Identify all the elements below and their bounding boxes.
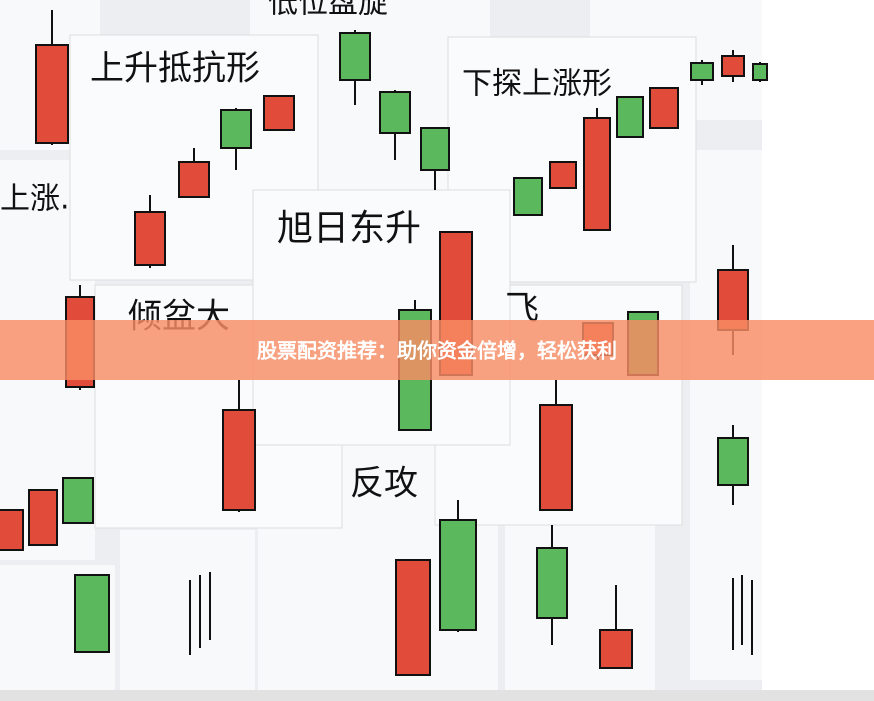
candle-body xyxy=(616,96,644,138)
card-title: 反攻 xyxy=(350,464,418,504)
candle-body xyxy=(549,161,577,189)
candle-body xyxy=(62,477,94,524)
candle-body xyxy=(721,55,745,77)
banner xyxy=(0,320,874,380)
candle-body xyxy=(599,629,633,669)
card-title: 上涨. xyxy=(0,182,70,217)
candle-body xyxy=(178,161,210,198)
candle-body xyxy=(339,32,371,81)
candle-body xyxy=(35,44,69,144)
candle-body xyxy=(539,404,573,511)
candle-body xyxy=(752,63,768,81)
banner-text: 股票配资推荐：助你资金倍增，轻松获利 xyxy=(257,339,617,363)
candle-body xyxy=(222,409,256,511)
candle-body xyxy=(220,109,252,149)
candle-body xyxy=(649,87,679,129)
card-title: 上升抵抗形 xyxy=(90,49,260,89)
candle-body xyxy=(134,211,166,266)
candle-body xyxy=(717,437,749,486)
candle-body xyxy=(513,177,543,216)
card xyxy=(447,36,697,283)
candle-body xyxy=(690,62,714,81)
card-title: 低位盘旋 xyxy=(268,0,388,21)
candle-body xyxy=(263,95,295,131)
candle-body xyxy=(439,519,477,631)
card-title: 旭日东升 xyxy=(277,208,421,249)
card xyxy=(120,530,255,690)
candle-body xyxy=(28,489,58,546)
candle-body xyxy=(0,509,24,551)
bottom-strip xyxy=(0,690,874,701)
candle-body xyxy=(395,559,431,676)
candle-body xyxy=(379,91,411,134)
candle-body xyxy=(420,127,450,171)
candle-body xyxy=(74,574,110,653)
card xyxy=(690,150,762,680)
candle-body xyxy=(583,117,611,231)
card-title: 下探上涨形 xyxy=(462,67,612,102)
candle-body xyxy=(536,547,568,619)
